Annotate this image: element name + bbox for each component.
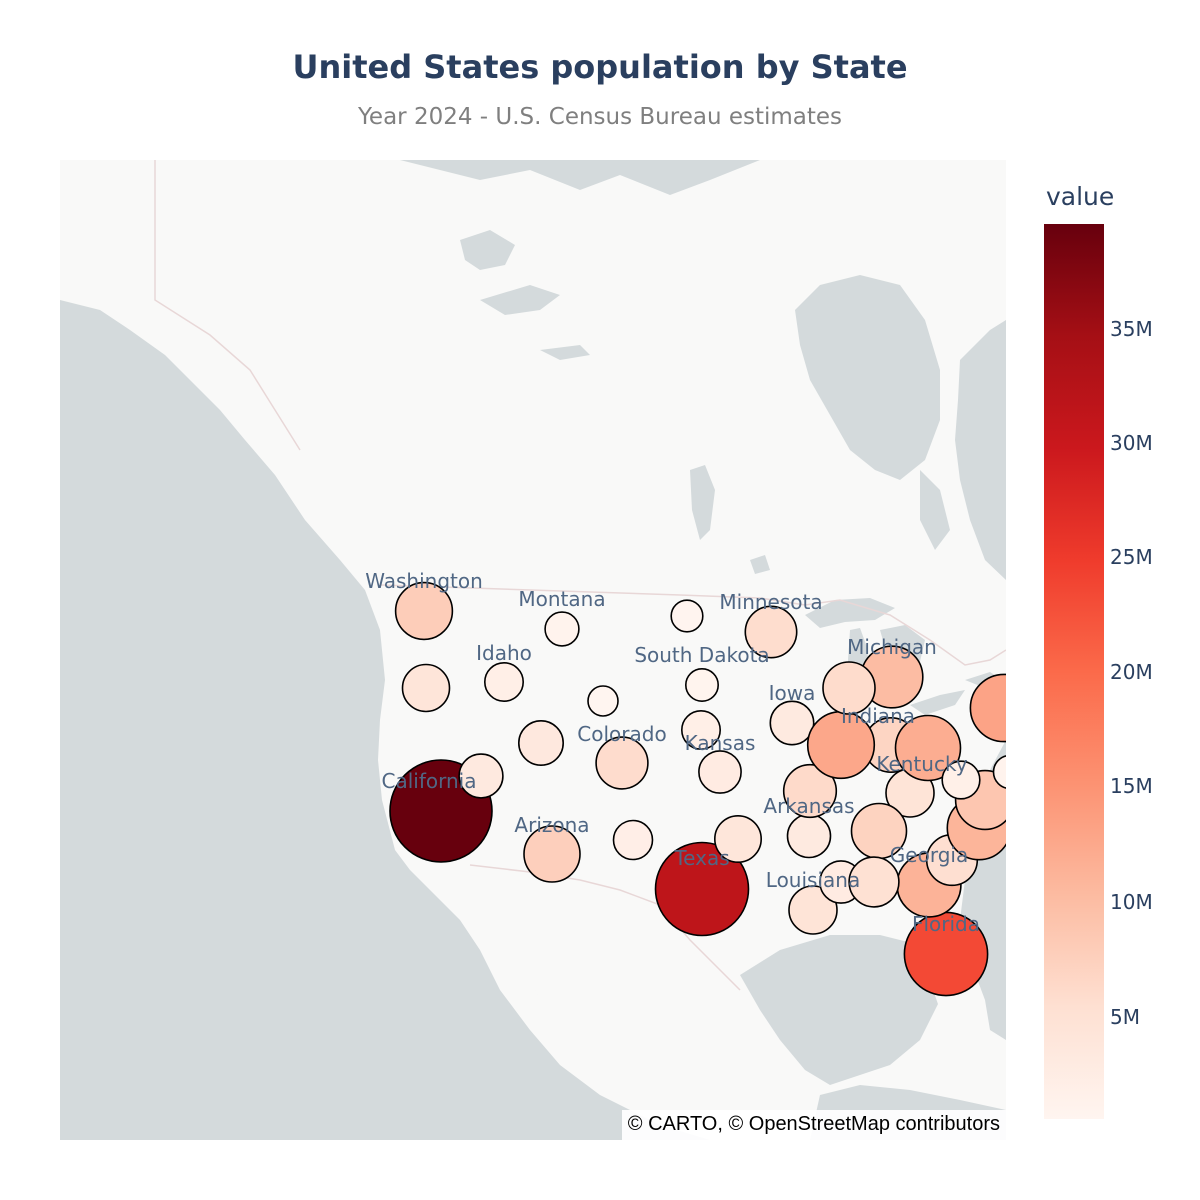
state-label-minnesota: Minnesota [719,590,822,614]
map-svg[interactable]: California Texas Florida Washington Montana I… [60,160,1006,1140]
state-marker-north-dakota[interactable] [670,599,704,633]
colorbar-title: value [1046,182,1115,211]
us-canada-border [379,584,1006,666]
state-marker-louisiana[interactable] [788,885,838,935]
lake-athabasca [540,345,590,360]
state-marker-new-mexico[interactable] [612,819,654,861]
state-marker-pennsylvania[interactable] [969,673,1006,743]
great-slave-lake [480,285,560,315]
state-marker-utah[interactable] [517,719,564,766]
chart-title: United States population by State [292,48,908,86]
state-marker-wisconsin[interactable] [822,661,876,715]
state-marker-idaho[interactable] [483,661,524,702]
state-label-michigan: Michigan [847,635,937,659]
markers-layer[interactable] [389,581,1007,997]
colorbar-tick-label: 30M [1110,431,1153,455]
state-label-iowa: Iowa [769,681,816,705]
colorbar-tick-label: 20M [1110,660,1153,684]
state-label-kansas: Kansas [685,731,756,755]
colorbar-tick-label: 25M [1110,545,1153,569]
james-bay [920,470,950,550]
alaska-border [154,160,301,451]
state-label-south-dakota: South Dakota [634,643,769,667]
colorbar-tick-label: 5M [1110,1005,1140,1029]
state-marker-arizona[interactable] [523,825,581,883]
state-label-texas: Texas [673,846,729,870]
state-label-arkansas: Arkansas [763,794,854,818]
state-label-georgia: Georgia [890,843,968,867]
great-bear-lake [460,230,515,270]
lake-of-the-woods [750,555,770,574]
state-marker-texas[interactable] [654,841,750,937]
colorbar-tick-label: 10M [1110,890,1153,914]
state-label-washington: Washington [365,569,483,593]
state-marker-alabama[interactable] [848,856,900,908]
baja-peninsula [460,860,570,1030]
state-marker-wyoming[interactable] [587,685,619,717]
state-marker-washington[interactable] [394,581,454,641]
state-label-kentucky: Kentucky [876,752,967,776]
state-marker-colorado[interactable] [595,736,649,790]
lake-superior [805,598,895,628]
northeast-water [955,320,1006,580]
state-marker-missouri[interactable] [782,763,838,819]
state-marker-south-dakota[interactable] [684,667,719,702]
state-label-california: California [382,769,477,793]
lake-erie [910,690,965,715]
map-attribution[interactable]: © CARTO, © OpenStreetMap contributors [621,1110,1006,1140]
state-marker-kansas[interactable] [698,750,742,794]
state-marker-oregon[interactable] [401,663,451,713]
pacific-ocean [60,300,710,1140]
state-marker-arkansas[interactable] [786,813,832,859]
state-marker-minnesota[interactable] [744,605,798,659]
state-label-florida: Florida [912,912,980,936]
arctic-water [400,160,760,195]
state-marker-montana[interactable] [544,611,580,647]
colorbar-gradient [1044,224,1104,1119]
state-label-indiana: Indiana [841,704,915,728]
state-label-montana: Montana [518,587,605,611]
state-marker-nevada[interactable] [458,753,504,799]
state-label-colorado: Colorado [577,722,666,746]
state-label-idaho: Idaho [476,641,532,665]
map-area[interactable]: California Texas Florida Washington Montana I… [60,160,1006,1140]
labels-layer: California Texas Florida Washington Montana I… [365,569,980,936]
state-marker-oklahoma[interactable] [713,814,762,863]
state-marker-west-virginia[interactable] [941,760,981,800]
gulf-of-mexico [740,935,940,1085]
state-marker-ohio[interactable] [894,714,962,782]
state-marker-delaware[interactable] [992,755,1007,789]
base-map [60,160,1006,1140]
colorbar-tick-label: 35M [1110,317,1153,341]
colorbar-tick-label: 15M [1110,774,1153,798]
chart-subtitle: Year 2024 - U.S. Census Bureau estimates [357,104,843,130]
lake-winnipeg [690,465,715,540]
state-marker-nebraska[interactable] [680,709,721,750]
state-marker-iowa[interactable] [769,700,815,746]
state-label-louisiana: Louisiana [766,868,860,892]
hudson-bay [795,275,940,480]
state-label-arizona: Arizona [514,813,589,837]
